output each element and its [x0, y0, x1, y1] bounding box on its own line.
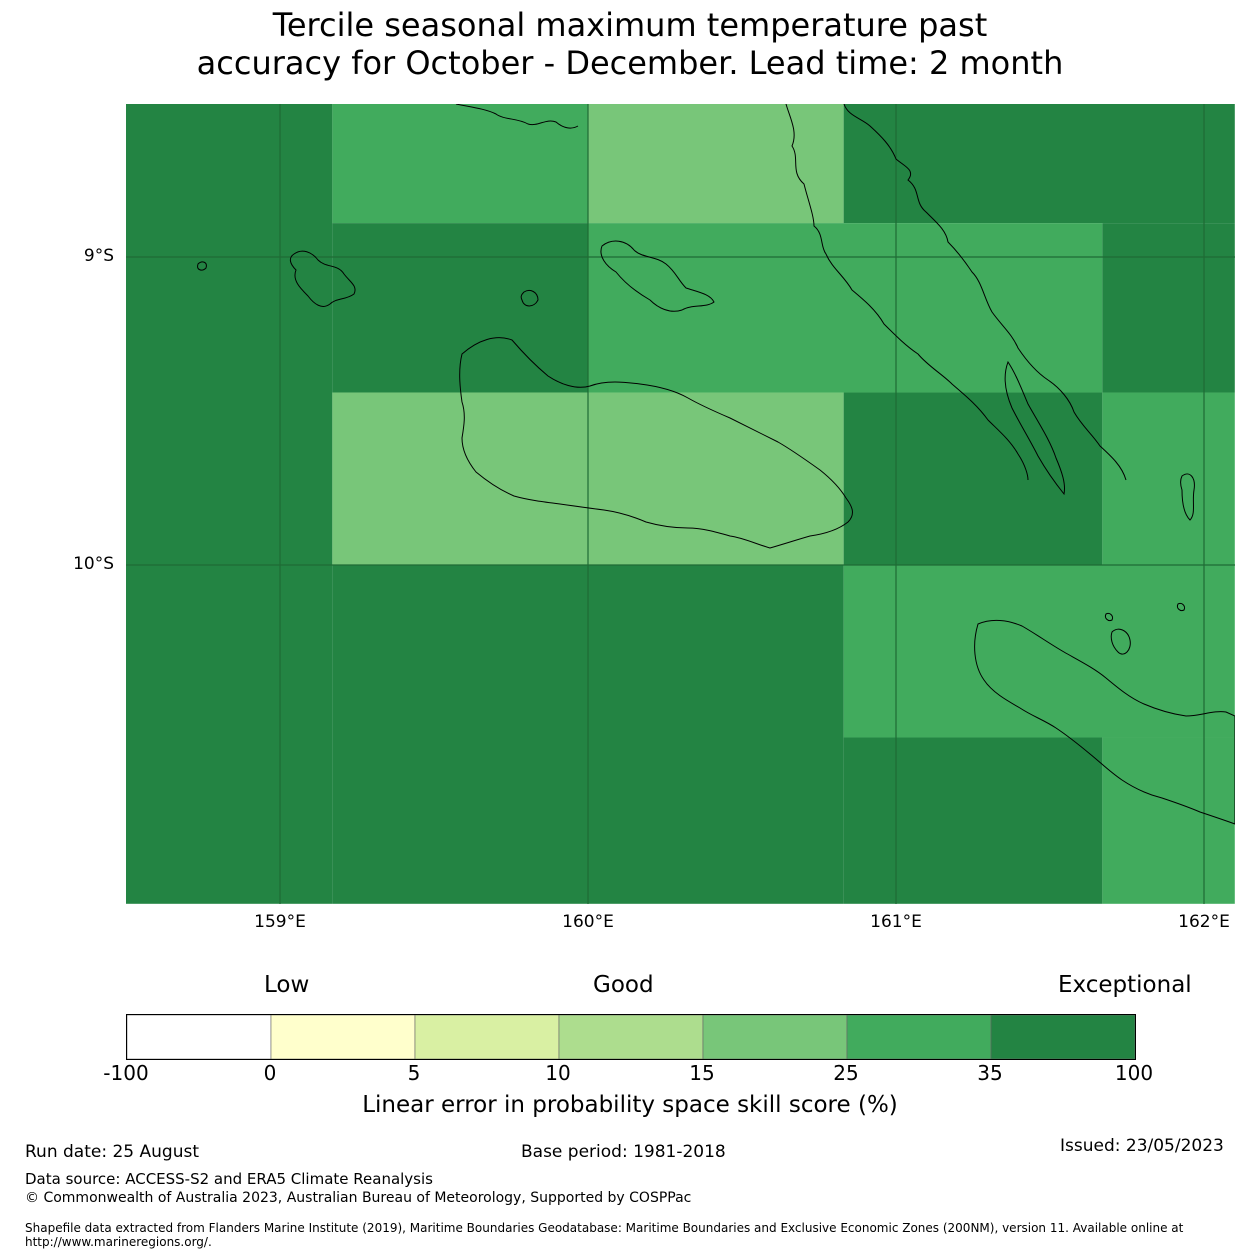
copyright: © Commonwealth of Australia 2023, Austra…: [25, 1190, 692, 1206]
skill-cell-5: [588, 223, 1103, 393]
skill-map: [126, 104, 1235, 904]
base-period: Base period: 1981-2018: [521, 1142, 726, 1162]
graticule: [126, 104, 1235, 904]
coastline-south-malaita: [1004, 360, 1065, 496]
colorbar-tick-2: 5: [407, 1061, 421, 1085]
skill-cell-2: [588, 104, 844, 224]
skill-cell-13: [1102, 737, 1235, 904]
coastline-ulawa: [1110, 628, 1131, 655]
colorbar-tick-3: 10: [545, 1061, 571, 1085]
x-tick-160: 160°E: [562, 912, 614, 932]
skill-cells: [126, 104, 1235, 904]
legend-head-good: Good: [593, 972, 654, 998]
y-tick-9s: 9°S: [83, 246, 114, 266]
x-tick-161: 161°E: [870, 912, 922, 932]
skill-cell-12: [843, 737, 1103, 904]
coastline-nggela: [455, 104, 579, 129]
y-tick-10s: 10°S: [73, 554, 114, 574]
coastline-makira: [974, 619, 1235, 825]
colorbar-tick-1: 0: [263, 1061, 277, 1085]
colorbar-swatch-5: [846, 1014, 992, 1060]
skill-cell-9: [1102, 392, 1235, 565]
colorbar-swatch-4: [702, 1014, 848, 1060]
title-line-2: accuracy for October - December. Lead ti…: [196, 44, 1064, 82]
colorbar-frame: [126, 1014, 1136, 1060]
coastline-small-isle-1: [197, 261, 207, 271]
data-source: Data source: ACCESS-S2 and ERA5 Climate …: [25, 1170, 433, 1188]
colorbar-tick-4: 15: [689, 1061, 715, 1085]
colorbar-tick-6: 35: [977, 1061, 1003, 1085]
skill-cell-3: [843, 104, 1235, 224]
coastline-small-isle-4: [1177, 603, 1185, 611]
legend-head-exceptional: Exceptional: [1058, 972, 1192, 998]
coastline-small-isle-3: [1180, 473, 1195, 521]
skill-cell-6: [1102, 223, 1235, 393]
colorbar-swatch-2: [414, 1014, 560, 1060]
coastline-florida-islands: [600, 240, 715, 312]
colorbar-swatch-3: [558, 1014, 704, 1060]
coastlines: [197, 104, 1235, 825]
colorbar: [126, 1014, 1136, 1060]
colorbar-tick-5: 25: [833, 1061, 859, 1085]
coastline-small-isle-5: [1105, 613, 1113, 621]
x-tick-159: 159°E: [254, 912, 306, 932]
map-title: Tercile seasonal maximum temperature pas…: [0, 6, 1260, 82]
run-date: Run date: 25 August: [25, 1142, 199, 1162]
colorbar-tick-7: 100: [1114, 1061, 1154, 1085]
skill-cell-8: [843, 392, 1103, 565]
coastline-guadalcanal: [459, 337, 853, 549]
coastline-russell-islands: [289, 250, 356, 307]
x-tick-162: 162°E: [1178, 912, 1230, 932]
coastline-malaita-west: [785, 104, 1029, 481]
shapefile-credit: Shapefile data extracted from Flanders M…: [25, 1221, 1184, 1249]
coastline-malaita-north: [843, 104, 1127, 481]
colorbar-swatch-6: [990, 1014, 1136, 1060]
colorbar-label: Linear error in probability space skill …: [362, 1092, 898, 1118]
legend-head-low: Low: [264, 972, 310, 998]
coastline-small-isle-2: [520, 289, 539, 307]
skill-cell-0: [126, 104, 333, 904]
skill-cell-1: [332, 104, 588, 224]
title-line-1: Tercile seasonal maximum temperature pas…: [272, 6, 988, 44]
colorbar-swatch-1: [270, 1014, 416, 1060]
issued-date: Issued: 23/05/2023: [1060, 1136, 1224, 1156]
skill-cell-11: [843, 565, 1235, 738]
colorbar-tick-0: -100: [103, 1061, 149, 1085]
colorbar-swatch-0: [126, 1014, 272, 1060]
